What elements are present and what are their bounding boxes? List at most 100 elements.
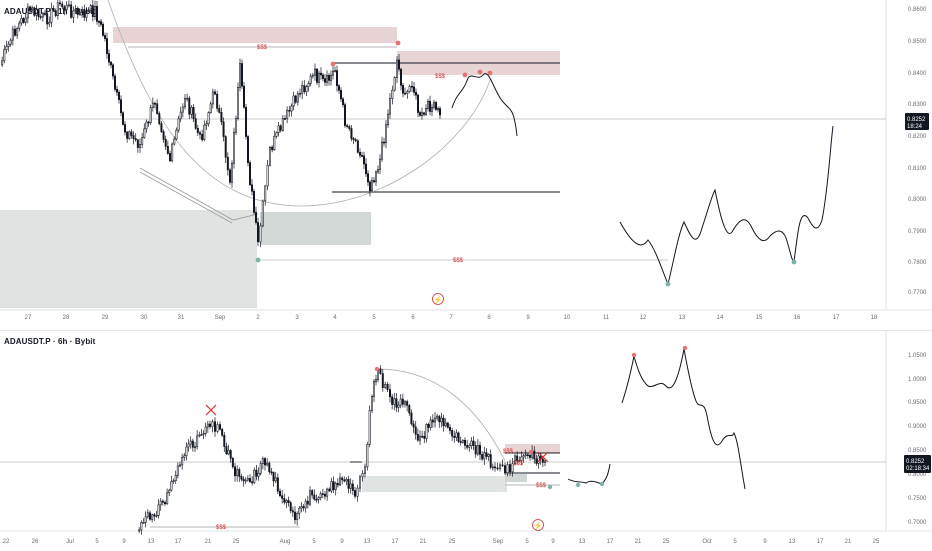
candle-1h	[436, 108, 439, 110]
candle-6h	[278, 490, 281, 496]
current-price-tag	[905, 113, 929, 130]
candle-1h	[214, 91, 217, 95]
time-axis-label: 5	[312, 539, 316, 545]
time-axis-label: 31	[178, 315, 185, 321]
demand-zone-2	[505, 474, 527, 482]
candle-6h	[229, 450, 232, 459]
candle-1h	[130, 131, 133, 136]
candle-1h	[100, 21, 103, 25]
candle-1h	[91, 5, 94, 17]
candle-6h	[528, 455, 531, 458]
candle-6h	[179, 464, 182, 467]
candle-6h	[478, 444, 481, 455]
candle-1h	[58, 2, 61, 5]
candle-1h	[141, 137, 144, 145]
candle-1h	[294, 95, 297, 103]
candle-6h	[244, 479, 247, 482]
candle-1h	[43, 13, 46, 16]
candle-6h	[541, 458, 544, 463]
candle-6h	[157, 504, 160, 516]
time-axis-label: 21	[635, 539, 642, 545]
candle-6h	[476, 444, 479, 455]
candle-6h	[518, 460, 521, 462]
candle-1h	[162, 131, 165, 140]
candle-6h	[191, 440, 194, 448]
chart-canvas-1h[interactable]: $$$ $$$ $$$ ⚡ 0.8600 0.8500 0.8400 0.8300 0.8200…	[0, 0, 932, 330]
chart-pane-1h[interactable]: $$$ $$$ $$$ ⚡ 0.8600 0.8500 0.8400 0.8300 0.8200…	[0, 0, 932, 330]
price-axis-label: 0.8300	[908, 102, 927, 108]
candle-1h	[372, 180, 375, 183]
candle-1h	[106, 38, 109, 54]
candle-1h	[154, 102, 157, 105]
candle-6h	[187, 443, 190, 448]
candle-6h	[202, 433, 205, 435]
candle-6h	[444, 422, 447, 427]
candle-1h	[321, 74, 324, 79]
candle-1h	[360, 155, 363, 157]
time-axis-label: Jul	[66, 539, 74, 545]
x-mark-icon	[537, 451, 549, 463]
trendline	[139, 171, 233, 224]
price-axis-label: 0.8000	[908, 472, 927, 478]
candle-6h	[281, 495, 284, 499]
candle-6h	[289, 502, 292, 511]
candle-1h	[220, 112, 223, 123]
candle-1h	[26, 6, 29, 19]
candle-1h	[203, 124, 206, 141]
candle-6h	[361, 473, 364, 478]
candle-1h	[179, 111, 182, 120]
candle-6h	[341, 477, 344, 481]
chart-canvas-6h[interactable]: $$$ $$$ $$$ $$$ ⚡ 1.0500 1.0000 0.9500 0.9000 0.8…	[0, 331, 932, 551]
candle-1h	[116, 89, 119, 93]
candle-6h	[300, 506, 303, 509]
candle-1h	[348, 126, 351, 129]
time-axis-label: Aug	[280, 539, 291, 545]
pivot-marker	[528, 449, 534, 455]
candle-1h	[231, 162, 234, 183]
candle-1h	[48, 21, 51, 25]
time-axis-label: 17	[817, 539, 824, 545]
candle-6h	[268, 462, 271, 473]
candle-1h	[317, 72, 320, 83]
candle-6h	[181, 457, 184, 466]
candle-1h	[430, 106, 433, 112]
candle-1h	[74, 8, 77, 12]
candle-6h	[259, 463, 262, 474]
candle-6h	[263, 458, 266, 466]
price-axis-label: 0.7700	[908, 290, 927, 296]
candle-1h	[56, 2, 59, 16]
candle-1h	[399, 68, 402, 86]
candle-1h	[7, 43, 10, 47]
candle-6h	[211, 421, 214, 427]
candle-1h	[354, 139, 357, 142]
time-axis-label: 5	[525, 539, 529, 545]
candle-6h	[319, 493, 322, 498]
pivot-marker	[791, 259, 797, 265]
chart-pane-6h[interactable]: $$$ $$$ $$$ $$$ ⚡ 1.0500 1.0000 0.9500 0.9000 0.8…	[0, 330, 932, 551]
candle-6h	[461, 439, 464, 443]
candle-6h	[466, 445, 469, 448]
demand-zone-1	[362, 476, 507, 492]
pane-title-6h: ADAUSDT.P · 6h · Bybit	[4, 337, 96, 346]
candle-6h	[533, 450, 536, 460]
price-axis-label: 0.7800	[908, 260, 927, 266]
projection-path	[619, 125, 834, 286]
time-axis-label: 17	[175, 539, 182, 545]
candle-6h	[253, 469, 256, 484]
candle-6h	[395, 398, 398, 408]
pivot-marker	[665, 281, 671, 287]
candle-1h	[89, 5, 92, 11]
time-axis-label: 21	[420, 539, 427, 545]
pivot-marker	[330, 61, 336, 67]
candle-1h	[16, 28, 19, 36]
pivot-marker	[599, 481, 605, 487]
current-price-tag	[904, 455, 931, 473]
candle-1h	[397, 59, 400, 70]
candle-6h	[206, 423, 209, 428]
candle-1h	[319, 72, 322, 76]
candle-1h	[207, 112, 210, 125]
time-axis-label: 9	[340, 539, 344, 545]
candle-1h	[249, 162, 252, 186]
candle-6h	[381, 373, 384, 388]
candle-1h	[388, 98, 391, 115]
